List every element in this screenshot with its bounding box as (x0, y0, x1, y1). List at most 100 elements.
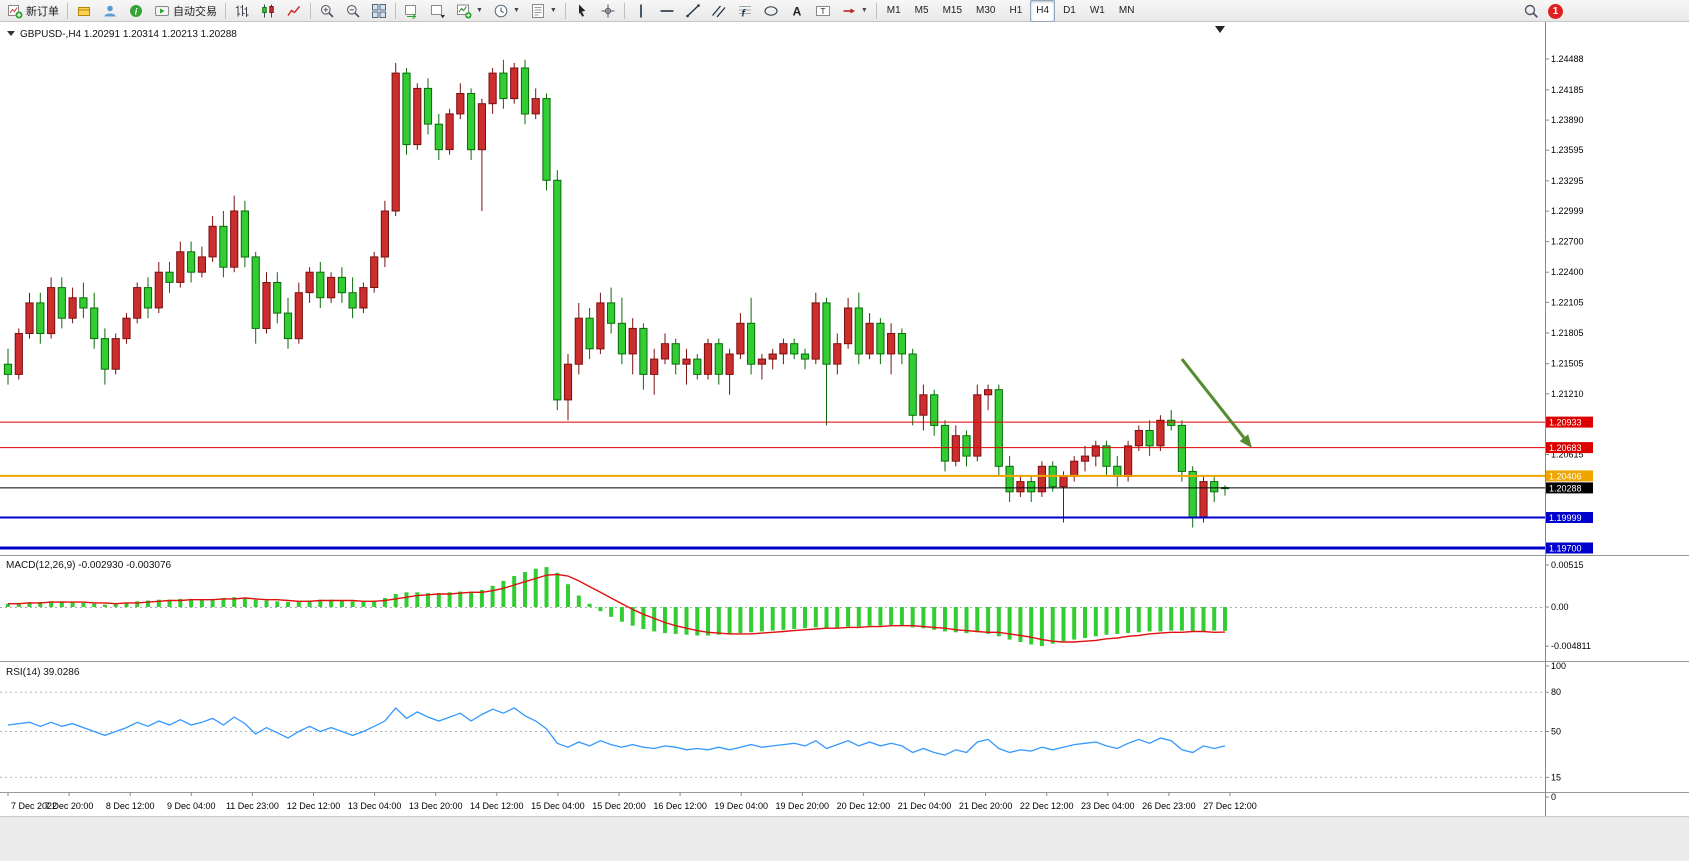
price-tags: 1.20933 1.20683 1.20406 1.20288 1.19999 1.197… (1546, 416, 1593, 554)
market-watch-button[interactable] (72, 0, 96, 22)
line-chart-button[interactable] (282, 0, 306, 22)
templates-icon (531, 3, 544, 18)
cursor-icon (578, 4, 586, 17)
svg-text:0: 0 (1551, 792, 1556, 802)
toolbar-separator (875, 2, 877, 19)
svg-text:1.21210: 1.21210 (1551, 389, 1584, 399)
timeframe-m1-button[interactable]: M1 (886, 5, 901, 16)
svg-text:21 Dec 20:00: 21 Dec 20:00 (959, 801, 1013, 811)
one-click-trading-toggle[interactable] (7, 31, 15, 36)
panel-separator[interactable] (0, 659, 1689, 665)
cursor-button[interactable] (570, 0, 594, 22)
zoom-out-button[interactable] (341, 0, 365, 22)
periods-icon (494, 4, 508, 17)
timeframe-m30-button[interactable]: M30 (976, 5, 996, 16)
fibonacci-button[interactable]: f (733, 0, 757, 22)
crosshair-button[interactable] (596, 0, 620, 22)
candlestick-series (3, 59, 1230, 528)
timeframe-h4-button[interactable]: H4 (1030, 0, 1056, 22)
timeframe-m15-button[interactable]: M15 (942, 5, 963, 16)
chart-shift-marker[interactable] (1215, 26, 1225, 33)
svg-text:80: 80 (1551, 687, 1561, 697)
bar-chart-button[interactable] (230, 0, 254, 22)
svg-text:13 Dec 20:00: 13 Dec 20:00 (409, 801, 463, 811)
autotrade-icon (155, 5, 169, 16)
svg-text:1.20288: 1.20288 (1549, 483, 1582, 493)
timeframe-mn-button[interactable]: MN (1118, 5, 1135, 16)
chart-canvas[interactable]: GBPUSD-,H4 1.20291 1.20314 1.20213 1.202… (0, 22, 1689, 861)
support-resistance-lines (0, 421, 1545, 550)
svg-text:1.20615: 1.20615 (1551, 450, 1584, 460)
arrows-icon (843, 8, 855, 13)
notification-badge[interactable]: 1 (1548, 3, 1563, 19)
chart-area: GBPUSD-,H4 1.20291 1.20314 1.20213 1.202… (0, 22, 1689, 861)
svg-text:15 Dec 04:00: 15 Dec 04:00 (531, 801, 585, 811)
toolbar-buttons: 新订单 i 自动交易 ▼ ▼ ▼ f A T ▼ M1 M5 M15 M30 H1 H4 D1 W1 MN (2, 0, 1141, 22)
svg-text:1.23595: 1.23595 (1551, 145, 1584, 155)
templates-button[interactable]: ▼ (526, 0, 561, 22)
svg-text:1.22999: 1.22999 (1551, 206, 1584, 216)
label-button[interactable]: T (811, 0, 835, 22)
search-icon[interactable] (1523, 3, 1539, 19)
arrow-annotation[interactable] (1180, 358, 1252, 448)
auto-scroll-button[interactable] (400, 0, 424, 22)
timeframe-m5-button[interactable]: M5 (914, 5, 929, 16)
panel-separator[interactable] (0, 790, 1689, 796)
text-button[interactable]: A (785, 0, 809, 22)
channel-icon (711, 5, 726, 17)
periods-button[interactable]: ▼ (489, 0, 524, 22)
horizontal-line-button[interactable] (655, 0, 679, 22)
svg-text:1.19999: 1.19999 (1549, 513, 1582, 523)
svg-text:1.20683: 1.20683 (1549, 443, 1582, 453)
vline-icon (640, 4, 642, 17)
svg-text:1.22400: 1.22400 (1551, 267, 1584, 277)
new-order-button[interactable]: 新订单 (3, 0, 63, 22)
svg-text:100: 100 (1551, 661, 1566, 671)
arrows-button[interactable]: ▼ (837, 0, 872, 22)
label-icon: T (815, 5, 830, 16)
panel-separator[interactable] (0, 553, 1689, 559)
svg-text:8 Dec 12:00: 8 Dec 12:00 (106, 801, 155, 811)
candlestick-chart-button[interactable] (256, 0, 280, 22)
news-button[interactable]: i (124, 0, 148, 22)
chart-background[interactable] (0, 22, 1689, 861)
tile-windows-button[interactable] (367, 0, 391, 22)
svg-text:1.23890: 1.23890 (1551, 115, 1584, 125)
zoom-in-button[interactable] (315, 0, 339, 22)
autotrading-button[interactable]: 自动交易 (150, 0, 221, 22)
indicators-button[interactable]: ▼ (452, 0, 487, 22)
svg-text:9 Dec 04:00: 9 Dec 04:00 (167, 801, 216, 811)
svg-text:1.20933: 1.20933 (1549, 418, 1582, 428)
toolbar-separator (310, 2, 311, 19)
main-toolbar: 新订单 i 自动交易 ▼ ▼ ▼ f A T ▼ M1 M5 M15 M30 H1 H4 D1 W1 MN 1 (0, 0, 1689, 22)
toolbar-separator (395, 2, 396, 19)
data-window-button[interactable] (98, 0, 122, 22)
trendline-button[interactable] (681, 0, 705, 22)
svg-text:f: f (741, 8, 746, 19)
svg-text:21 Dec 04:00: 21 Dec 04:00 (898, 801, 952, 811)
toolbar-right: 1 (1523, 0, 1563, 22)
svg-text:1.20406: 1.20406 (1549, 471, 1582, 481)
candlestick-icon (262, 4, 274, 17)
svg-text:-0.004811: -0.004811 (1551, 641, 1591, 651)
svg-text:A: A (792, 4, 801, 18)
svg-text:27 Dec 12:00: 27 Dec 12:00 (1203, 801, 1257, 811)
channel-button[interactable] (707, 0, 731, 22)
svg-text:0.00515: 0.00515 (1551, 560, 1584, 570)
timeframe-w1-button[interactable]: W1 (1089, 5, 1105, 16)
hline-icon (660, 9, 674, 12)
svg-text:19 Dec 20:00: 19 Dec 20:00 (776, 801, 830, 811)
svg-text:1.21805: 1.21805 (1551, 328, 1584, 338)
rsi-line (7, 706, 1226, 756)
shapes-button[interactable] (759, 0, 783, 22)
timeframe-h1-button[interactable]: H1 (1009, 5, 1023, 16)
timeframe-d1-button[interactable]: D1 (1063, 5, 1076, 16)
indicators-icon (457, 4, 472, 18)
svg-text:1.22700: 1.22700 (1551, 237, 1584, 247)
svg-text:20 Dec 12:00: 20 Dec 12:00 (837, 801, 891, 811)
svg-text:7 Dec 2022: 7 Dec 2022 (11, 801, 57, 811)
price-axis-labels: 1.24488 1.24185 1.23890 1.23595 1.23295 1.229… (1545, 54, 1584, 460)
chart-shift-button[interactable] (426, 0, 450, 22)
vertical-line-button[interactable] (629, 0, 653, 22)
